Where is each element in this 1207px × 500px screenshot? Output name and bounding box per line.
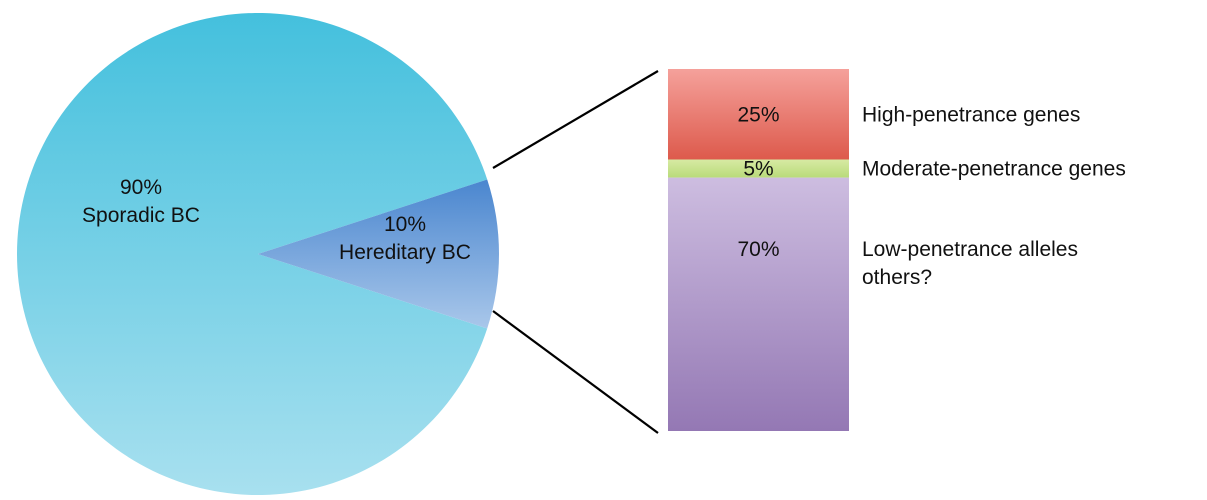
pie-value-label-sporadic: 90% (120, 176, 162, 199)
bar-category-label-low-line2: others? (862, 266, 932, 289)
pie-slice-hereditary (258, 179, 499, 329)
pie-slice-label-sporadic: Sporadic BC (82, 204, 200, 227)
bar-segment-low (668, 177, 849, 431)
connector-line-bottom (492, 310, 659, 434)
pie-slice-label-hereditary: Hereditary BC (339, 241, 471, 264)
bar-category-label-low: Low-penetrance alleles (862, 238, 1078, 261)
bar-segment-moderate (668, 159, 849, 178)
connector-line-top (492, 70, 659, 169)
connector-lines (492, 70, 659, 434)
bar-value-label-low: 70% (737, 238, 779, 261)
stacked-bar-chart: 25% High-penetrance genes 5% Moderate-penet… (668, 69, 1126, 431)
pie-slice-sporadic (17, 13, 488, 495)
pie-chart: 90% Sporadic BC 10% Hereditary BC (17, 13, 499, 495)
bar-category-label-moderate: Moderate-penetrance genes (862, 158, 1126, 181)
bar-segment-high (668, 69, 849, 160)
pie-value-label-hereditary: 10% (384, 213, 426, 236)
bar-value-label-high: 25% (737, 103, 779, 126)
bar-value-label-moderate: 5% (743, 158, 773, 181)
bar-category-label-high: High-penetrance genes (862, 103, 1080, 126)
